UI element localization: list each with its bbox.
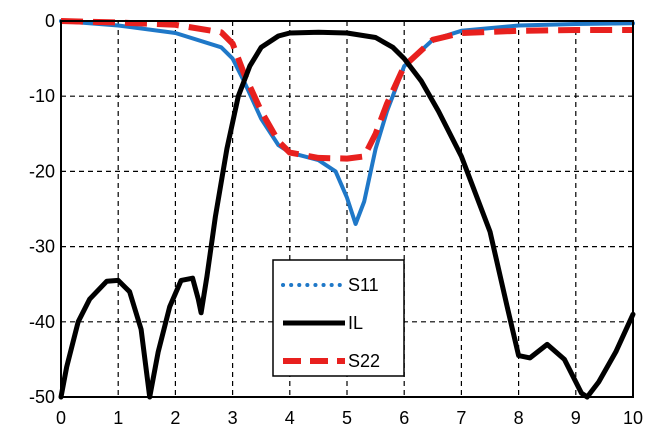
x-tick-label: 6 bbox=[399, 408, 409, 428]
x-tick-label: 9 bbox=[571, 408, 581, 428]
series-line-il bbox=[58, 29, 636, 400]
x-tick-label: 2 bbox=[170, 408, 180, 428]
y-tick-label: -10 bbox=[29, 86, 55, 106]
y-tick-label: -20 bbox=[29, 161, 55, 181]
tick-labels: 0 1 2 3 4 5 6 7 8 9 10 0 -10 -20 -30 -40 -50 bbox=[29, 11, 643, 428]
x-tick-label: 10 bbox=[623, 408, 643, 428]
legend-label-s11: S11 bbox=[348, 275, 379, 295]
x-tick-label: 4 bbox=[285, 408, 295, 428]
x-tick-label: 8 bbox=[514, 408, 524, 428]
legend-box bbox=[272, 259, 405, 377]
legend-label-s22: S22 bbox=[348, 351, 380, 371]
series-line-s22 bbox=[60, 18, 633, 162]
y-tick-label: -30 bbox=[29, 237, 55, 257]
x-tick-label: 1 bbox=[113, 408, 123, 428]
x-tick-label: 5 bbox=[342, 408, 352, 428]
x-tick-label: 7 bbox=[456, 408, 466, 428]
y-tick-label: 0 bbox=[45, 11, 55, 31]
legend-label-il: IL bbox=[348, 313, 363, 333]
x-tick-label: 0 bbox=[56, 408, 66, 428]
y-tick-label: -40 bbox=[29, 312, 55, 332]
y-tick-label: -50 bbox=[29, 387, 55, 407]
legend: S11 IL S22 bbox=[272, 259, 405, 377]
plot-frame bbox=[60, 20, 634, 398]
x-tick-label: 3 bbox=[228, 408, 238, 428]
series-group bbox=[58, 18, 636, 400]
